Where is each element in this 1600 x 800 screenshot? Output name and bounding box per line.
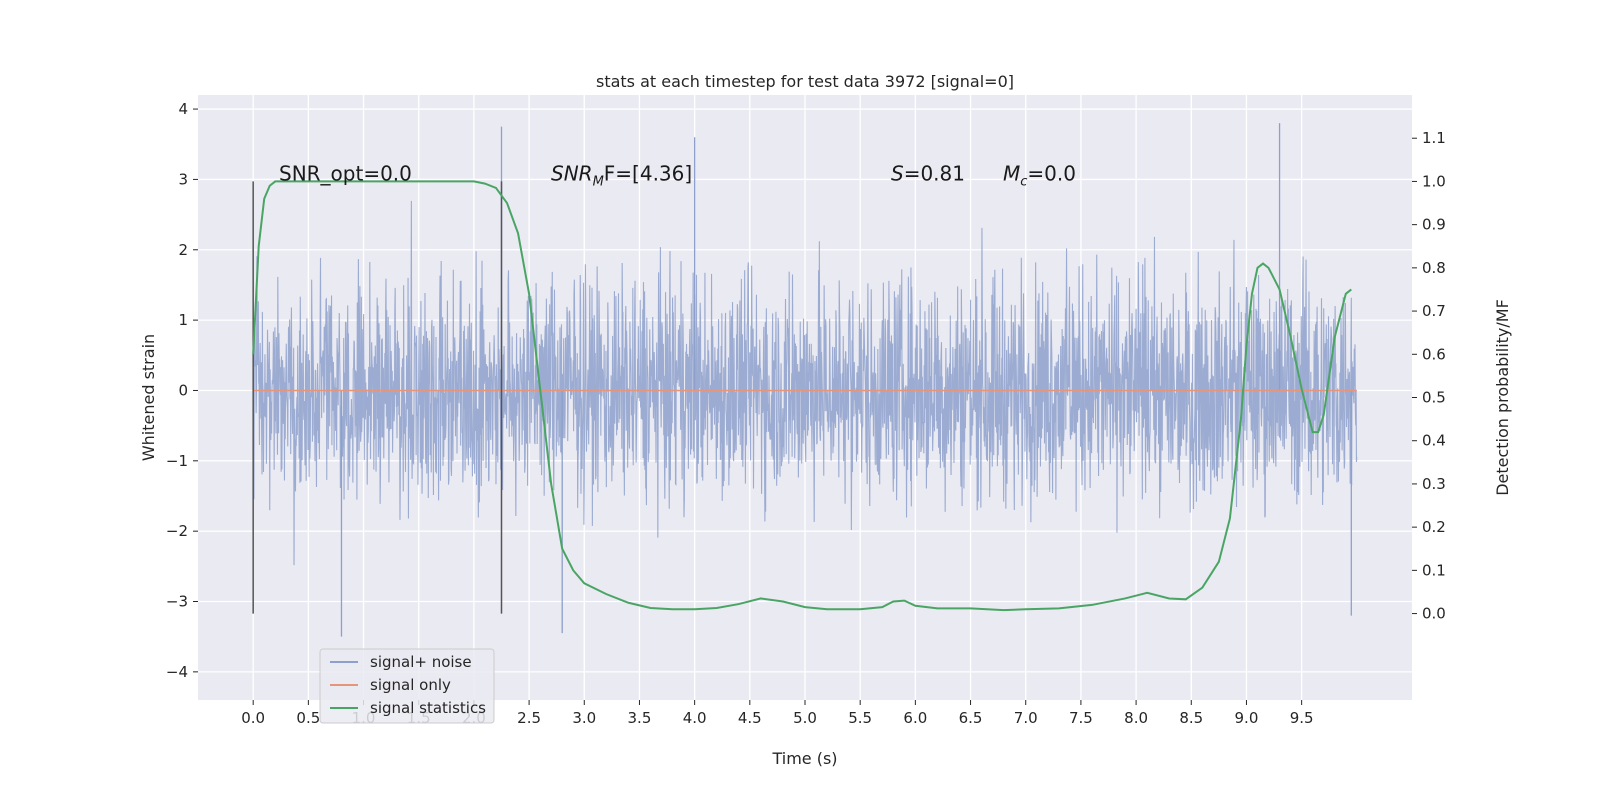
y-right-axis-ticks: 1.1 1.0 0.9 0.8 0.7 0.6 0.5 0.4 0.3 0.2 0.1 0.0 — [1412, 129, 1446, 623]
annotation-mc: Mc=0.0 — [1003, 161, 1076, 189]
y-left-tick-label: −1 — [166, 452, 188, 470]
y-right-tick-label: 1.0 — [1422, 172, 1446, 190]
x-tick-label: 9.5 — [1290, 709, 1314, 727]
y-right-tick-label: 0.3 — [1422, 475, 1446, 493]
legend-label-signal-only: signal only — [370, 676, 451, 694]
x-axis-label: Time (s) — [771, 749, 837, 768]
y-left-tick-label: 3 — [178, 170, 188, 188]
annotation-snr-mf: SNRMF=[4.36] — [551, 161, 692, 189]
x-tick-label: 2.5 — [517, 709, 541, 727]
legend: signal+ noise signal only signal statist… — [319, 648, 495, 724]
x-tick-label: 0.0 — [241, 709, 265, 727]
x-tick-label: 3.0 — [572, 709, 596, 727]
y-right-tick-label: 0.9 — [1422, 216, 1446, 234]
annotations: SNR_opt=0.0 SNRMF=[4.36] S=0.81 Mc=0.0 — [279, 161, 1076, 189]
signal-noise-trace — [252, 200, 1358, 566]
y-left-tick-label: 4 — [178, 100, 188, 118]
y-right-tick-label: 0.1 — [1422, 561, 1446, 579]
annotation-mc-sub: c — [1020, 174, 1027, 189]
x-tick-label: 0.5 — [296, 709, 320, 727]
annotation-snr-mf-text: SNR — [551, 161, 593, 185]
y-right-tick-label: 0.8 — [1422, 259, 1446, 277]
y-left-tick-label: 2 — [178, 241, 188, 259]
annotation-snr-opt: SNR_opt=0.0 — [279, 161, 412, 185]
x-tick-label: 5.0 — [793, 709, 817, 727]
annotation-snr-opt-text: SNR_opt=0.0 — [279, 161, 412, 185]
annotation-s-tail: =0.81 — [904, 161, 965, 185]
y-right-tick-label: 0.2 — [1422, 518, 1446, 536]
annotation-s: S=0.81 — [891, 161, 965, 185]
y-right-axis-label: Detection probability/MF — [1493, 299, 1512, 496]
x-tick-label: 7.0 — [1014, 709, 1038, 727]
chart-title: stats at each timestep for test data 397… — [596, 72, 1014, 91]
annotation-s-text: S — [891, 161, 904, 185]
y-right-tick-label: 0.7 — [1422, 302, 1446, 320]
x-tick-label: 4.0 — [683, 709, 707, 727]
y-left-tick-label: −3 — [166, 593, 188, 611]
y-left-tick-label: −4 — [166, 663, 188, 681]
x-tick-label: 5.5 — [848, 709, 872, 727]
legend-box — [319, 648, 495, 724]
y-right-tick-label: 0.5 — [1422, 389, 1446, 407]
x-tick-label: 6.0 — [903, 709, 927, 727]
y-right-tick-label: 0.4 — [1422, 432, 1446, 450]
x-tick-label: 7.5 — [1069, 709, 1093, 727]
annotation-mc-tail: =0.0 — [1027, 161, 1076, 185]
x-tick-label: 4.5 — [738, 709, 762, 727]
y-left-tick-label: −2 — [166, 522, 188, 540]
x-tick-label: 8.0 — [1124, 709, 1148, 727]
y-right-tick-label: 0.6 — [1422, 345, 1446, 363]
y-left-tick-label: 0 — [178, 381, 188, 399]
annotation-mc-text: M — [1003, 161, 1020, 185]
y-right-tick-label: 1.1 — [1422, 129, 1446, 147]
annotation-snr-mf-tail: F=[4.36] — [604, 161, 692, 185]
x-tick-label: 3.5 — [628, 709, 652, 727]
y-left-axis-label: Whitened strain — [139, 334, 158, 461]
x-tick-label: 6.5 — [959, 709, 983, 727]
legend-label-signal-noise: signal+ noise — [370, 653, 472, 671]
y-left-tick-label: 1 — [178, 311, 188, 329]
y-right-tick-label: 0.0 — [1422, 605, 1446, 623]
signal-statistics-line — [252, 180, 1352, 612]
series-signal-statistics — [252, 180, 1352, 612]
y-left-axis-ticks: 4 3 2 1 0 −1 −2 −3 −4 — [166, 100, 198, 681]
x-tick-label: 9.0 — [1235, 709, 1259, 727]
series-signal-noise — [252, 123, 1358, 637]
x-tick-label: 8.5 — [1179, 709, 1203, 727]
annotation-snr-mf-sub: M — [593, 174, 604, 189]
legend-label-signal-statistics: signal statistics — [370, 699, 486, 717]
vertical-markers — [252, 181, 503, 614]
